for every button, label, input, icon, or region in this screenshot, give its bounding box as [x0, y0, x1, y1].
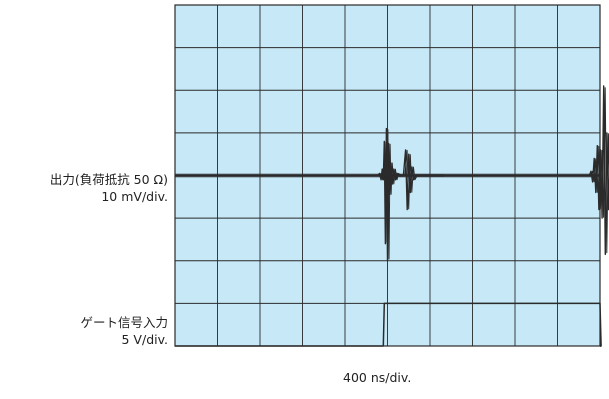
output-burst-trace-2 — [590, 87, 609, 254]
gate-channel-name: ゲート信号入力 — [80, 315, 168, 330]
output-burst-trace-1 — [379, 129, 446, 260]
gate-channel-scale: 5 V/div. — [121, 332, 169, 347]
output-burst-trace-2 — [588, 85, 609, 256]
timebase-label: 400 ns/div. — [343, 370, 412, 385]
output-channel-name: 出力(負荷抵抗 50 Ω) — [49, 172, 168, 187]
gate-channel-label: ゲート信号入力 5 V/div. — [80, 314, 168, 348]
output-channel-scale: 10 mV/div. — [101, 189, 168, 204]
output-channel-label: 出力(負荷抵抗 50 Ω) 10 mV/div. — [50, 171, 168, 205]
traces — [175, 85, 609, 347]
